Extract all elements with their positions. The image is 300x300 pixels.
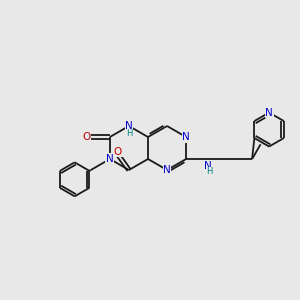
Text: O: O (114, 147, 122, 157)
Text: N: N (106, 154, 114, 164)
Text: H: H (126, 130, 132, 139)
Text: O: O (82, 132, 90, 142)
Text: N: N (163, 165, 171, 175)
Text: N: N (125, 121, 133, 131)
Text: N: N (182, 132, 190, 142)
Text: N: N (204, 161, 212, 171)
Text: N: N (265, 108, 273, 118)
Text: H: H (206, 167, 212, 176)
